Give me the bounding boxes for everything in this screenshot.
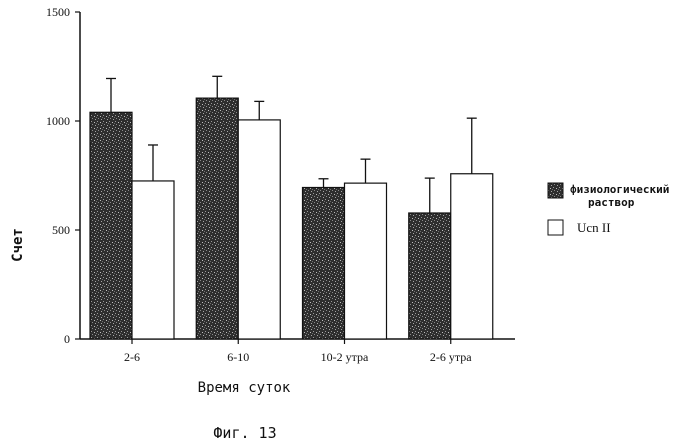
- bar-saline: [90, 112, 132, 339]
- y-tick-label: 0: [64, 332, 70, 346]
- y-axis-title: Счет: [10, 228, 26, 262]
- x-axis-title: Время суток: [198, 380, 291, 396]
- legend-swatch-saline: [548, 183, 563, 198]
- bar-saline: [409, 213, 451, 339]
- x-tick-label: 10-2 утра: [321, 350, 369, 364]
- bar-ucn: [238, 120, 280, 339]
- bar-saline: [303, 187, 345, 339]
- x-axis-ticks: 2-6 6-10 10-2 утра 2-6 утра: [124, 339, 472, 364]
- x-tick-label: 2-6: [124, 350, 140, 364]
- legend-swatch-ucn: [548, 220, 563, 235]
- y-tick-label: 1000: [46, 114, 70, 128]
- bar-ucn: [345, 183, 387, 339]
- legend: физиологический раствор Ucn II: [548, 183, 669, 235]
- x-tick-label: 6-10: [227, 350, 249, 364]
- legend-label-saline-line1: физиологический: [570, 183, 669, 196]
- y-axis-ticks: 0 500 1000 1500: [46, 5, 80, 346]
- bar-ucn: [132, 181, 174, 339]
- legend-label-ucn: Ucn II: [577, 220, 611, 235]
- y-tick-label: 1500: [46, 5, 70, 19]
- x-tick-label: 2-6 утра: [430, 350, 472, 364]
- figure-caption: Фиг. 13: [213, 424, 276, 442]
- legend-label-saline-line2: раствор: [588, 196, 635, 209]
- y-tick-label: 500: [52, 223, 70, 237]
- bars-group: [90, 98, 493, 339]
- bar-saline: [196, 98, 238, 339]
- bar-ucn: [451, 174, 493, 339]
